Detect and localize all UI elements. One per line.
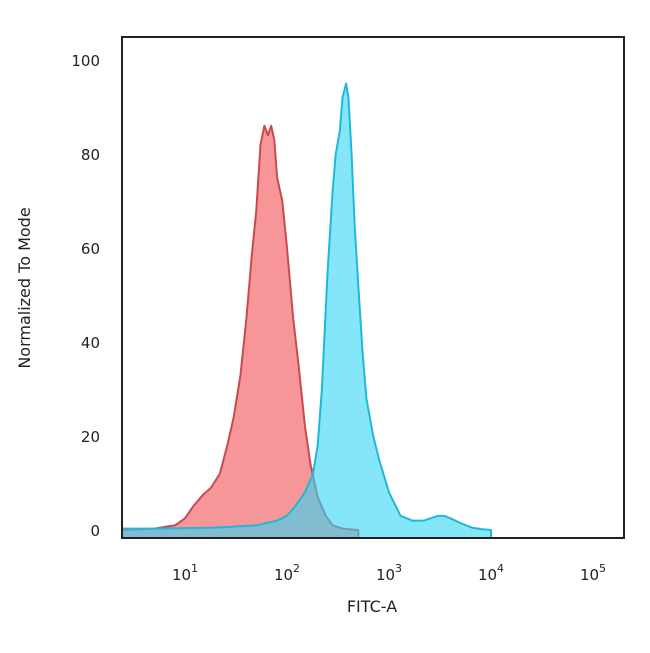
x-tick-label-5: 105 <box>580 562 606 584</box>
series-layer <box>121 82 492 539</box>
y-axis-title: Normalized To Mode <box>15 207 34 368</box>
y-tick-label-2: 20 <box>81 428 100 446</box>
x-tick-label-2: 102 <box>274 562 300 584</box>
plot-frame <box>121 36 625 539</box>
x-axis-ticks: 101 102 103 104 105 <box>172 562 606 584</box>
y-tick-label-6: 100 <box>71 52 100 70</box>
histogram-series-2 <box>121 82 492 539</box>
y-axis-ticks: 0 20 40 60 80 100 <box>71 52 100 540</box>
x-tick-label-3: 103 <box>376 562 402 584</box>
y-tick-label-4: 60 <box>81 240 100 258</box>
y-tick-label-1: 0 <box>90 522 100 540</box>
x-tick-label-1: 101 <box>172 562 198 584</box>
x-tick-label-4: 104 <box>478 562 504 584</box>
x-axis-title: FITC-A <box>347 597 397 616</box>
y-tick-label-3: 40 <box>81 334 100 352</box>
y-tick-label-5: 80 <box>81 146 100 164</box>
